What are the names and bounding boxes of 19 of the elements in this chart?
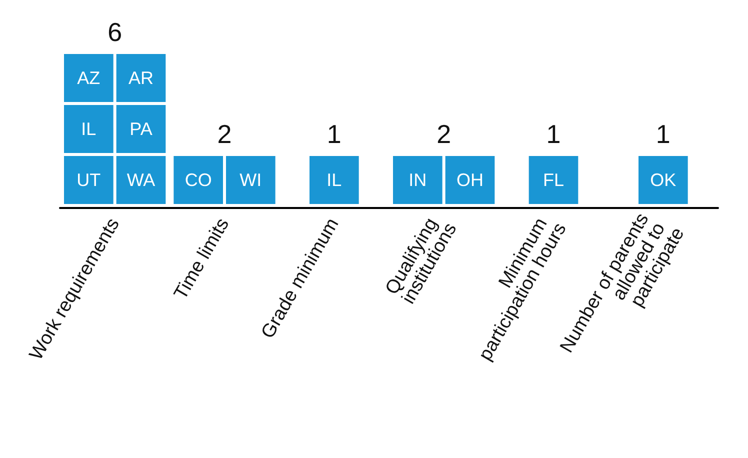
data-label: 1 (546, 119, 561, 149)
text: PA (130, 119, 152, 139)
text: AR (128, 68, 154, 88)
text: IN (408, 170, 427, 190)
data-label: 6 (108, 17, 122, 47)
text: OK (650, 170, 676, 190)
text: AZ (77, 68, 100, 88)
text: IL (326, 170, 342, 190)
text: OH (456, 170, 484, 190)
data-label: 2 (436, 119, 452, 149)
data-label: 2 (217, 119, 232, 149)
text: FL (542, 170, 564, 190)
data-label: 1 (656, 119, 670, 149)
text: IL (81, 119, 96, 139)
text: CO (184, 170, 212, 190)
text: WI (240, 170, 262, 190)
text: UT (76, 170, 101, 190)
text: WA (126, 170, 156, 190)
data-label: 1 (326, 119, 342, 149)
